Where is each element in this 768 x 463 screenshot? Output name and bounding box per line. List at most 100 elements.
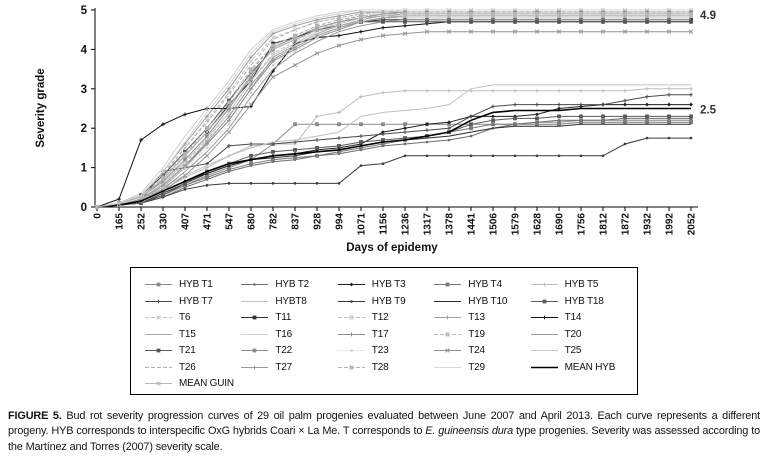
- legend-item-hyb-t10: HYB T10: [434, 294, 530, 310]
- legend-label: HYB T5: [564, 279, 599, 291]
- legend-label: T22: [275, 345, 293, 357]
- legend-label: T26: [179, 361, 196, 373]
- x-tick-label: 2052: [687, 213, 698, 236]
- legend-line-marker-icon: [145, 366, 172, 368]
- legend-line-marker-icon: [530, 350, 558, 352]
- x-axis-title: Days of epidemy: [346, 242, 438, 254]
- legend-item-hyb-t7: HYB T7: [145, 294, 241, 310]
- legend-line-marker-icon: [530, 299, 558, 304]
- series-t24: [94, 29, 694, 210]
- x-tick-label: 837: [291, 213, 302, 230]
- legend-item-t17: T17: [337, 327, 434, 343]
- legend-line-marker-icon: [241, 283, 269, 287]
- legend-item-hyb-t3: HYB T3: [337, 277, 434, 293]
- legend-label: T15: [179, 328, 196, 340]
- legend-item-t28: T28: [337, 360, 434, 376]
- x-tick-label: 1812: [599, 213, 610, 236]
- x-tick-label: 1872: [621, 213, 632, 236]
- x-tick-label: 1932: [643, 213, 654, 236]
- x-tick-label: 994: [335, 213, 346, 230]
- legend-label: HYB T1: [179, 279, 213, 291]
- legend-label: T12: [371, 312, 389, 324]
- legend-item-t21: T21: [145, 343, 241, 359]
- x-tick-label: 1690: [555, 213, 566, 236]
- legend-item-t19: T19: [434, 327, 530, 343]
- legend-item-t24: T24: [434, 343, 530, 359]
- legend-item-t27: T27: [241, 360, 337, 376]
- legend-line-marker-icon: [145, 333, 172, 335]
- legend-line-marker-icon: [434, 300, 462, 302]
- legend-line-marker-icon: [241, 365, 269, 370]
- legend-label: T27: [275, 361, 293, 373]
- legend-item-t6: T6: [145, 310, 241, 326]
- legend-label: T14: [564, 312, 582, 324]
- end-value-label: 2.5: [700, 105, 717, 117]
- y-tick-label: 5: [81, 5, 88, 17]
- legend-item-t11: T11: [241, 310, 337, 326]
- legend-line-marker-icon: [530, 282, 558, 287]
- end-value-label: 4.9: [700, 10, 716, 22]
- legend-label: HYB T10: [468, 295, 508, 307]
- x-tick-label: 1506: [489, 213, 500, 236]
- legend-item-t25: T25: [530, 343, 627, 359]
- y-tick-label: 4: [81, 44, 88, 56]
- x-tick-label: 471: [203, 213, 214, 230]
- legend-line-marker-icon: [530, 315, 558, 320]
- series-hyb-t9: [95, 136, 693, 209]
- legend-item-mean-guin: MEAN GUIN: [145, 376, 241, 392]
- legend-line-marker-icon: [530, 333, 558, 335]
- y-tick-label: 1: [81, 163, 88, 175]
- legend-line-marker-icon: [241, 348, 269, 353]
- x-tick-label: 1071: [357, 213, 368, 236]
- legend-item-t16: T16: [241, 327, 337, 343]
- legend-label: HYBT8: [275, 295, 307, 307]
- legend-label: T25: [564, 345, 582, 357]
- x-tick-label: 782: [269, 213, 280, 230]
- x-tick-label: 1579: [511, 213, 522, 236]
- legend-item-t14: T14: [530, 310, 627, 326]
- legend-line-marker-icon: [434, 282, 462, 287]
- legend-line-marker-icon: [337, 365, 365, 370]
- axes: [94, 8, 698, 208]
- series-t25: [96, 17, 691, 208]
- legend-item-hyb-t5: HYB T5: [530, 277, 627, 293]
- x-axis-ticks: 0 165 252 330 407 471 547 680 782 837 928 994 1071 11…: [93, 207, 698, 235]
- x-tick-label: 680: [247, 213, 258, 230]
- legend-item-t29: T29: [434, 360, 530, 376]
- severity-progression-chart: 0 1 2 3 4 5 0 165 252 330 407 471 547 680 782 837 928 994…: [35, 5, 717, 254]
- y-tick-label: 0: [81, 202, 87, 214]
- y-axis-ticks: 0 1 2 3 4 5: [81, 5, 95, 214]
- x-tick-label: 1156: [379, 213, 390, 235]
- series-hyb-t1: [95, 118, 693, 209]
- legend-label: HYB T9: [371, 295, 406, 307]
- legend-item-mean-hyb: MEAN HYB: [530, 360, 627, 376]
- legend-item-hyb-t1: HYB T1: [145, 277, 241, 293]
- series-t29: [96, 9, 691, 208]
- figure-caption: FIGURE 5. Bud rot severity progression c…: [8, 409, 760, 455]
- legend: HYB T1 HYB T2 HYB T3 HYB T4 HYB T5 HYB T7 HYBT…: [130, 267, 638, 395]
- legend-line-marker-icon: [241, 315, 269, 320]
- legend-item-t23: T23: [337, 343, 434, 359]
- figure-caption-text-2: type progenies. Severity was assessed ac…: [8, 425, 760, 453]
- x-tick-label: 0: [93, 213, 104, 219]
- y-axis-title: Severity grade: [35, 68, 47, 147]
- figure-caption-italic: E. guineensis dura: [425, 425, 514, 438]
- legend-line-marker-icon: [434, 315, 462, 320]
- series-t15: [96, 13, 691, 208]
- legend-line-marker-icon: [337, 349, 365, 353]
- series-mean-guin: [94, 13, 694, 210]
- legend-label: T16: [275, 328, 293, 340]
- x-tick-label: 1628: [533, 213, 544, 236]
- legend-line-marker-icon: [241, 300, 269, 302]
- x-tick-label: 1317: [423, 213, 434, 236]
- legend-label: HYB T4: [468, 279, 502, 291]
- legend-item-t22: T22: [241, 343, 337, 359]
- legend-label: HYB T2: [275, 279, 310, 291]
- legend-item-t26: T26: [145, 360, 241, 376]
- legend-line-marker-icon: [337, 315, 365, 320]
- x-tick-label: 252: [137, 213, 148, 230]
- legend-label: T20: [564, 328, 582, 340]
- legend-item-t13: T13: [434, 310, 530, 326]
- series-hybt8: [96, 84, 691, 208]
